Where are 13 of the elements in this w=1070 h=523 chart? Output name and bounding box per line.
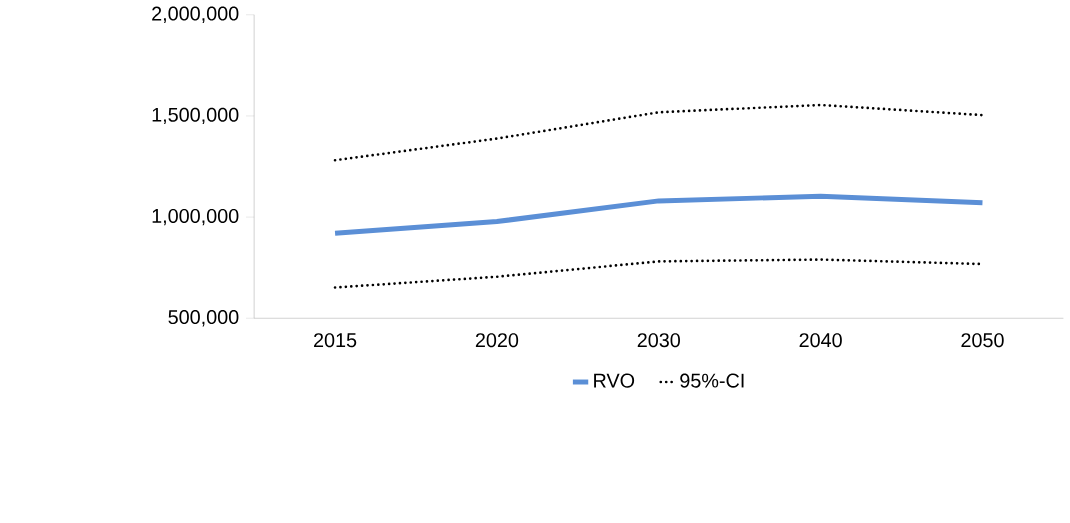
x-tick-label: 2040 [799, 333, 842, 348]
x-tick-label: 2050 [961, 333, 1004, 348]
line-series [332, 193, 985, 236]
line-series [333, 103, 984, 162]
y-tick-label: 2,000,000 [152, 6, 239, 24]
legend-label: 95%-CI [680, 373, 744, 388]
y-tick-label: 1,500,000 [152, 107, 239, 125]
x-tick-label: 2015 [314, 333, 357, 348]
x-tick-label: 2020 [475, 333, 519, 348]
y-tick-label: 1,000,000 [152, 209, 239, 226]
x-tick-label: 2030 [637, 333, 680, 348]
y-tick-label: 500,000 [168, 310, 239, 327]
legend-label: RVO [594, 373, 635, 388]
